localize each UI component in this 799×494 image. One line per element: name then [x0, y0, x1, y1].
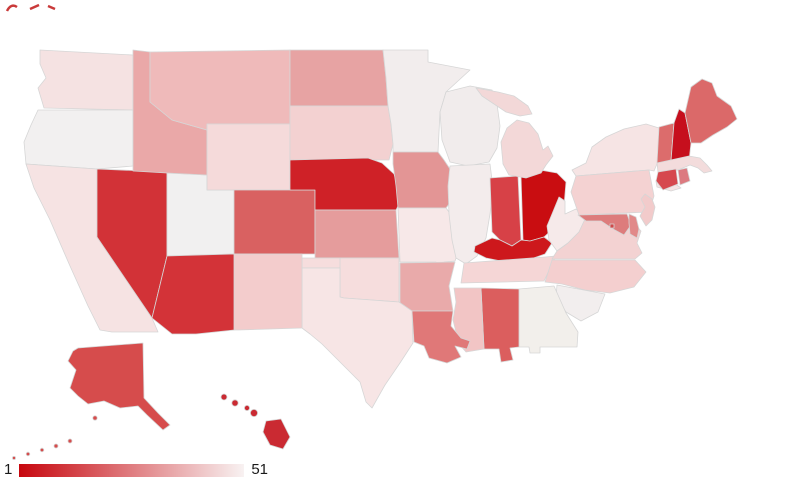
state-in[interactable] — [489, 175, 522, 247]
state-tx[interactable] — [301, 267, 414, 409]
state-wi[interactable] — [439, 85, 501, 167]
state-ak-aleutians[interactable] — [11, 415, 98, 460]
state-mt[interactable] — [149, 49, 291, 131]
legend-gradient-bar — [19, 463, 245, 477]
state-az[interactable] — [151, 253, 235, 335]
state-ri[interactable] — [677, 167, 691, 186]
state-mi-upper[interactable] — [475, 87, 533, 117]
state-ia[interactable] — [392, 151, 457, 209]
state-la[interactable] — [411, 310, 471, 364]
color-legend: 1 51 — [4, 461, 268, 479]
state-co[interactable] — [233, 189, 316, 255]
state-sd[interactable] — [289, 105, 394, 161]
legend-max-label: 51 — [251, 461, 269, 478]
state-wy[interactable] — [206, 123, 291, 191]
state-nd[interactable] — [289, 49, 389, 107]
state-wa[interactable] — [37, 49, 134, 111]
state-de[interactable] — [628, 213, 640, 239]
states-layer — [11, 49, 738, 460]
state-ny[interactable] — [571, 123, 663, 177]
state-ct[interactable] — [655, 168, 679, 191]
state-dc[interactable] — [609, 223, 615, 229]
state-me[interactable] — [684, 78, 738, 144]
state-hi-islands[interactable] — [220, 393, 291, 450]
state-ga[interactable] — [518, 285, 579, 354]
state-ks[interactable] — [314, 209, 400, 259]
state-or[interactable] — [23, 109, 134, 170]
top-left-artifact — [5, 3, 56, 12]
legend-min-label: 1 — [4, 461, 13, 478]
state-pa[interactable] — [570, 169, 655, 216]
state-ak[interactable] — [67, 342, 171, 431]
state-nm[interactable] — [233, 253, 303, 331]
state-al[interactable] — [480, 287, 520, 363]
state-nc[interactable] — [544, 259, 647, 294]
state-ky[interactable] — [473, 236, 553, 263]
state-md[interactable] — [577, 213, 632, 236]
state-tn[interactable] — [460, 255, 557, 284]
state-mi-lower[interactable] — [500, 119, 554, 179]
state-ar[interactable] — [399, 261, 456, 312]
state-nj[interactable] — [639, 193, 656, 227]
